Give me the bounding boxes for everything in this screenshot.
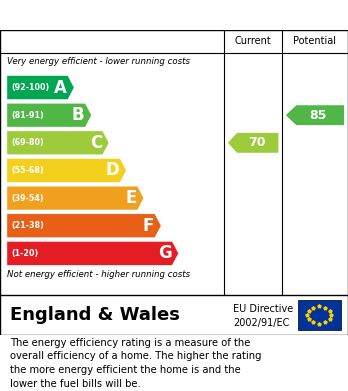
Text: E: E: [125, 189, 137, 207]
Text: Potential: Potential: [293, 36, 337, 46]
Bar: [298, 300, 341, 330]
Text: Very energy efficient - lower running costs: Very energy efficient - lower running co…: [7, 57, 190, 66]
Text: (1-20): (1-20): [11, 249, 38, 258]
Polygon shape: [228, 133, 278, 153]
Text: (39-54): (39-54): [11, 194, 44, 203]
Polygon shape: [286, 105, 344, 125]
Polygon shape: [7, 186, 144, 210]
Text: D: D: [105, 161, 119, 179]
Polygon shape: [7, 214, 161, 238]
Text: Current: Current: [235, 36, 271, 46]
Text: England & Wales: England & Wales: [10, 306, 180, 324]
Text: C: C: [90, 134, 102, 152]
Text: (55-68): (55-68): [11, 166, 44, 175]
Text: F: F: [143, 217, 154, 235]
Polygon shape: [7, 242, 179, 265]
Text: 2002/91/EC: 2002/91/EC: [233, 318, 290, 328]
Text: (81-91): (81-91): [11, 111, 44, 120]
Text: 70: 70: [248, 136, 266, 149]
Text: 85: 85: [310, 109, 327, 122]
Polygon shape: [7, 103, 92, 127]
Text: (92-100): (92-100): [11, 83, 49, 92]
Polygon shape: [7, 131, 109, 155]
Text: Energy Efficiency Rating: Energy Efficiency Rating: [10, 7, 220, 23]
Text: (69-80): (69-80): [11, 138, 44, 147]
Text: A: A: [54, 79, 67, 97]
Text: EU Directive: EU Directive: [233, 304, 293, 314]
Text: (21-38): (21-38): [11, 221, 44, 230]
Polygon shape: [7, 159, 126, 182]
Text: B: B: [72, 106, 85, 124]
Text: G: G: [158, 244, 172, 262]
Polygon shape: [7, 76, 74, 99]
Text: The energy efficiency rating is a measure of the
overall efficiency of a home. T: The energy efficiency rating is a measur…: [10, 338, 262, 389]
Text: Not energy efficient - higher running costs: Not energy efficient - higher running co…: [7, 270, 190, 279]
